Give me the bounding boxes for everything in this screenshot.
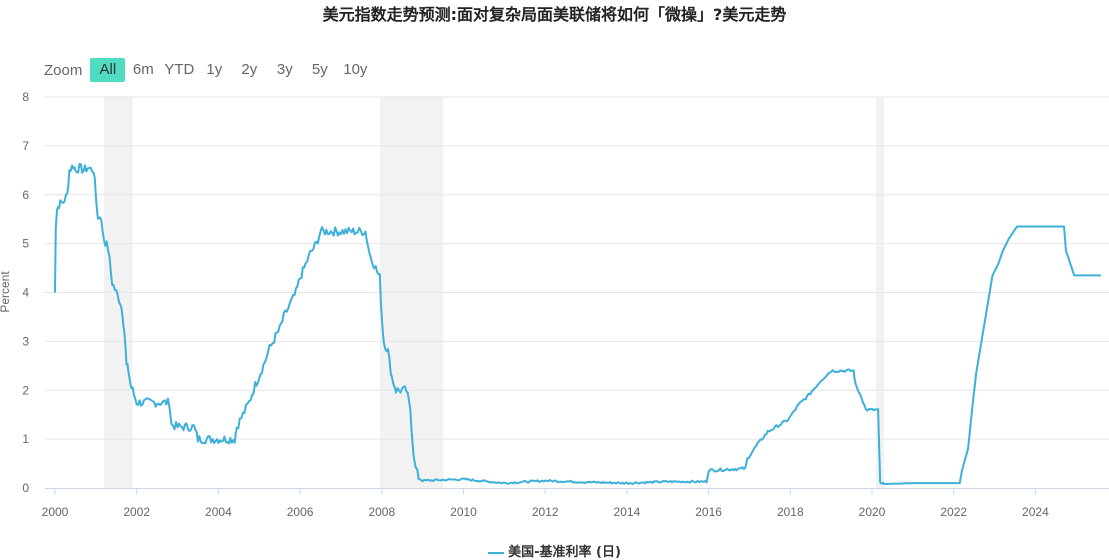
x-tick-label-2004: 2004 <box>205 505 232 519</box>
x-tick-label-2012: 2012 <box>532 505 559 519</box>
legend[interactable]: 美国-基准利率 (日) <box>0 541 1109 560</box>
zoom-button-ytd[interactable]: YTD <box>164 61 195 78</box>
legend-swatch <box>488 551 505 554</box>
page-title: 美元指数走势预测:面对复杂局面美联储将如何「微操」?美元走势 <box>322 5 787 24</box>
x-tick-label-2018: 2018 <box>777 505 804 519</box>
y-tick-label-7: 7 <box>22 139 29 153</box>
x-tick-label-2002: 2002 <box>123 505 150 519</box>
x-tick-label-2022: 2022 <box>940 505 967 519</box>
grid-lines <box>45 96 1109 440</box>
x-tick-label-2024: 2024 <box>1022 505 1049 519</box>
zoom-button-6m[interactable]: 6m <box>132 61 154 78</box>
zoom-label: Zoom <box>44 61 83 79</box>
y-tick-label-2: 2 <box>22 383 29 397</box>
x-tick-label-2000: 2000 <box>42 505 69 519</box>
legend-label: 美国-基准利率 (日) <box>508 545 621 560</box>
y-tick-label-5: 5 <box>22 237 29 251</box>
y-tick-label-8: 8 <box>22 90 29 104</box>
zoom-button-2y[interactable]: 2y <box>241 61 258 78</box>
y-axis-label: Percent <box>0 271 12 313</box>
y-tick-label-0: 0 <box>22 481 29 495</box>
x-tick-label-2008: 2008 <box>368 505 395 519</box>
x-axis: 2000 2002 2004 2006 2008 2010 2012 2014 2016 2018… <box>42 488 1109 519</box>
x-tick-label-2014: 2014 <box>614 505 641 519</box>
zoom-button-all[interactable]: All <box>90 58 126 82</box>
y-axis: 0 1 2 3 4 5 6 7 8 <box>22 90 29 495</box>
y-tick-label-6: 6 <box>22 188 29 202</box>
zoom-button-10y[interactable]: 10y <box>343 61 368 78</box>
y-tick-label-3: 3 <box>22 334 29 348</box>
zoom-button-3y[interactable]: 3y <box>276 61 293 78</box>
series-group <box>54 163 1101 486</box>
x-tick-label-2010: 2010 <box>450 505 477 519</box>
series-line-0 <box>54 163 1101 486</box>
y-tick-label-4: 4 <box>22 286 29 300</box>
zoom-button-5y[interactable]: 5y <box>311 61 328 78</box>
x-tick-label-2020: 2020 <box>859 505 886 519</box>
x-tick-label-2006: 2006 <box>287 505 314 519</box>
zoom-selector: Zoom All 6m YTD 1y 2y 3y 5y 10y <box>40 57 373 83</box>
y-tick-label-1: 1 <box>22 432 29 446</box>
zoom-button-1y[interactable]: 1y <box>206 61 223 78</box>
x-tick-label-2016: 2016 <box>695 505 722 519</box>
